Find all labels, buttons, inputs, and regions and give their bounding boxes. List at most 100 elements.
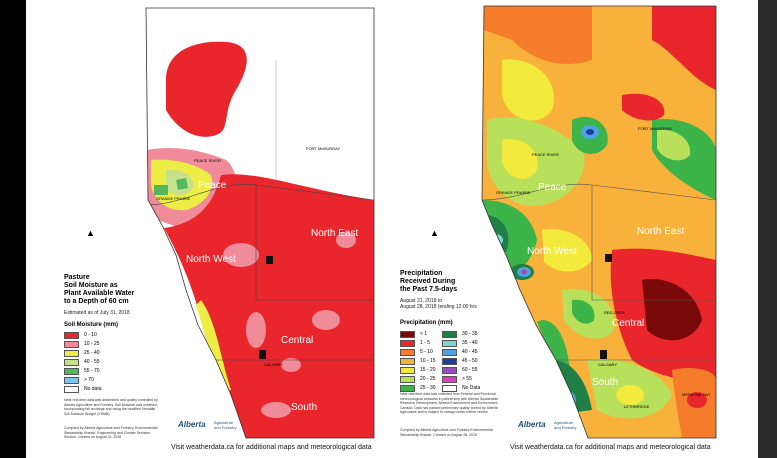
logo-sub-left-1: Agriculture [214,420,234,425]
legend-item: 40 - 55 [64,358,100,366]
legend-label: 20 - 25 [420,376,436,382]
left-note: Near real-time data was assembled and qu… [64,398,158,416]
left-date: Estimated as of July 31, 2018 [64,310,130,316]
right-town-medicine-hat: MEDICINE HAT [682,392,711,397]
region-label-north-east: North East [311,228,359,239]
legend-label: 25 - 40 [84,350,100,356]
logo-sub-left: Agriculture and Forestry [214,420,236,430]
legend-label: 50 - 55 [462,367,478,373]
town-label-fort-mcmurray: FORT McMURRAY [306,146,341,151]
legend-item: 15 - 20 [400,366,436,374]
legend-swatch [442,348,457,356]
legend-swatch [64,367,79,375]
right-credit: Compiled by Alberta Agriculture and Fore… [400,428,493,437]
legend-item: No data [64,385,102,393]
legend-label: 1 - 5 [420,340,431,346]
logo-sub-left-2: and Forestry [214,425,237,430]
region-label-north-west: North West [186,254,236,265]
legend-item: 40 - 45 [442,348,478,356]
left-credit: Compiled by Alberta Agriculture and Fore… [64,426,158,439]
legend-swatch [442,366,457,374]
legend-swatch [64,349,79,357]
legend-label: 55 - 70 [84,368,100,374]
legend-item: 55 - 70 [64,367,100,375]
legend-label: 40 - 55 [84,359,100,365]
legend-label: 35 - 40 [462,340,478,346]
right-legend-title: Precipitation Received During the Past 7… [400,270,457,294]
town-label-calgary: CALGARY [264,362,284,367]
left-legend-title: Pasture Soil Moisture as Plant Available… [64,274,134,306]
legend-swatch [400,330,415,338]
legend-label: No data [84,386,102,392]
legend-item: 50 - 55 [442,366,478,374]
region-label-south: South [291,402,318,413]
right-footer: Visit weatherdata.ca for additional maps… [510,444,711,451]
legend-swatch [400,357,415,365]
legend-item: 0 - 10 [64,331,97,339]
north-arrow-icon-right: ▲ [430,228,439,238]
legend-label: 45 - 50 [462,358,478,364]
left-title-line-4: to a Depth of 60 cm [64,298,129,305]
alberta-logo-left: Alberta [178,420,206,429]
right-region-label-north-east: North East [637,226,685,237]
legend-item: 25 - 40 [64,349,100,357]
legend-label: > 70 [84,377,94,383]
region-label-peace: Peace [198,180,227,191]
town-label-peace-river: PEACE RIVER [194,158,221,163]
right-title-line-2: Received During [400,278,456,285]
legend-swatch [400,384,415,392]
right-dark-border [758,0,777,458]
edmonton-marker [266,256,273,264]
legend-item: 10 - 25 [64,340,100,348]
legend-item: 30 - 35 [442,330,478,338]
edmonton-marker-right [605,254,612,262]
legend-label: 5 - 10 [420,349,433,355]
left-title-line-3: Plant Available Water [64,290,135,297]
legend-swatch [442,375,457,383]
legend-swatch [400,339,415,347]
legend-label: > 55 [462,376,472,382]
precipitation-map-panel: Peace North West North East Central Sout… [392,0,758,458]
town-label-grande-prairie: GRANDE PRAIRIE [156,196,191,201]
legend-swatch [442,330,457,338]
legend-label: 15 - 20 [420,367,436,373]
right-region-label-peace: Peace [538,182,567,193]
legend-swatch [442,339,457,347]
logo-sub-right-1: Agriculture [554,420,574,425]
calgary-marker [259,350,266,359]
right-date: August 21, 2018 to August 28, 2018 (endi… [400,298,477,310]
left-title-line-1: Pasture [64,274,90,281]
calgary-marker-right [600,350,607,359]
right-town-calgary: CALGARY [598,362,618,367]
north-arrow-icon: ▲ [86,228,95,238]
legend-label: 0 - 10 [84,332,97,338]
legend-swatch [400,366,415,374]
left-dark-border [0,0,26,458]
legend-item: 1 - 5 [400,339,430,347]
region-label-central: Central [281,335,314,346]
left-title-line-2: Soil Moisture as [64,282,118,289]
legend-item: 45 - 50 [442,357,478,365]
legend-item: 10 - 15 [400,357,436,365]
right-date-line-2: August 28, 2018 (ending 12:00 hrs [400,304,477,310]
right-note: Near real-time data was collected from F… [400,392,499,414]
legend-label: 30 - 35 [462,331,478,337]
legend-label: 10 - 25 [84,341,100,347]
legend-label: No Data [462,385,481,391]
right-region-label-south: South [592,377,619,388]
legend-item: < 1 [400,330,427,338]
legend-item: 35 - 40 [442,339,478,347]
legend-swatch [400,375,415,383]
right-town-grande-prairie: GRANDE PRAIRIE [496,190,531,195]
legend-swatch [64,385,79,393]
legend-item: > 70 [64,376,94,384]
left-footer: Visit weatherdata.ca for additional maps… [171,444,372,451]
legend-swatch [64,331,79,339]
legend-label: 40 - 45 [462,349,478,355]
right-region-label-north-west: North West [527,246,577,257]
alberta-logo-right: Alberta [518,420,546,429]
legend-swatch [64,358,79,366]
legend-item: 20 - 25 [400,375,436,383]
right-town-lethbridge: LETHBRIDGE [624,404,650,409]
legend-swatch [442,384,457,392]
